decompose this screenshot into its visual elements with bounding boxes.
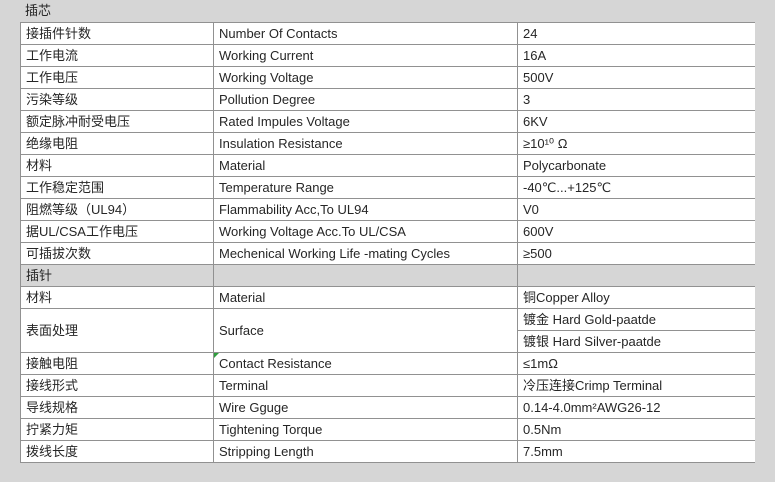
cell-label-en: Temperature Range (213, 176, 518, 199)
cell-label-cn: 污染等级 (20, 88, 214, 111)
cell-label-cn: 接线形式 (20, 374, 214, 397)
cell-label-cn: 材料 (20, 154, 214, 177)
table-row: 额定脉冲耐受电压 Rated Impules Voltage 6KV (20, 110, 755, 133)
cell-value: 7.5mm (517, 440, 755, 463)
cell-value: -40℃...+125℃ (517, 176, 755, 199)
table-row: 阻燃等级（UL94） Flammability Acc,To UL94 V0 (20, 198, 755, 221)
section-header-insert-core: 插芯 (0, 0, 775, 22)
table-row: 可插拔次数 Mechenical Working Life -mating Cy… (20, 242, 755, 265)
cell-label-cn: 拧紧力矩 (20, 418, 214, 441)
cell-value: 0.14-4.0mm²AWG26-12 (517, 396, 755, 419)
cell-label-cn: 拨线长度 (20, 440, 214, 463)
cell-value: V0 (517, 198, 755, 221)
table-row: 材料 Material 铜Copper Alloy (20, 286, 755, 309)
cell-value: Polycarbonate (517, 154, 755, 177)
table-row: 拨线长度 Stripping Length 7.5mm (20, 440, 755, 463)
section-title: 插芯 (25, 3, 52, 18)
cell-label-cn: 工作电流 (20, 44, 214, 67)
cell-label-en: Wire Gguge (213, 396, 518, 419)
table-row: 拧紧力矩 Tightening Torque 0.5Nm (20, 418, 755, 441)
table-row: 接插件针数 Number Of Contacts 24 (20, 22, 755, 45)
table-row: 镀银 Hard Silver-paatde (21, 330, 755, 353)
cell-label-cn: 材料 (20, 286, 214, 309)
table-row: 接触电阻 Contact Resistance ≤1mΩ (20, 352, 755, 375)
cell-label-en: Stripping Length (213, 440, 518, 463)
cell-label-cn: 绝缘电阻 (20, 132, 214, 155)
cell-label-en: Material (213, 286, 518, 309)
cell-label-en: Rated Impules Voltage (213, 110, 518, 133)
cell-label-cn: 接插件针数 (20, 22, 214, 45)
cell-label-cn: 接触电阻 (20, 352, 214, 375)
cell-value: 6KV (517, 110, 755, 133)
cell-value: 0.5Nm (517, 418, 755, 441)
table-row: 导线规格 Wire Gguge 0.14-4.0mm²AWG26-12 (20, 396, 755, 419)
cell-label-cn: 表面处理 (20, 308, 214, 353)
cell-label-cn: 工作电压 (20, 66, 214, 89)
cell-label-en: Flammability Acc,To UL94 (213, 198, 518, 221)
cell-label-en: Working Current (213, 44, 518, 67)
cell-value: ≥500 (517, 242, 755, 265)
section-header-empty-cell (213, 264, 518, 287)
cell-label-en: Surface (213, 308, 518, 353)
cell-value: 铜Copper Alloy (517, 286, 755, 309)
cell-value: 16A (517, 44, 755, 67)
table-row: 表面处理 Surface 镀金 Hard Gold-paatde (20, 308, 755, 353)
cell-comment-marker-icon (214, 353, 219, 358)
cell-label-en: Terminal (213, 374, 518, 397)
section-header-empty-cell (517, 264, 755, 287)
cell-label-cn: 工作稳定范围 (20, 176, 214, 199)
cell-value: ≤1mΩ (517, 352, 755, 375)
table-row: 污染等级 Pollution Degree 3 (20, 88, 755, 111)
cell-value: 镀金 Hard Gold-paatde (517, 308, 755, 331)
cell-value: 冷压连接Crimp Terminal (517, 374, 755, 397)
table-row: 工作稳定范围 Temperature Range -40℃...+125℃ (20, 176, 755, 199)
spec-table: 接插件针数 Number Of Contacts 24 工作电流 Working… (20, 22, 755, 463)
table-row: 据UL/CSA工作电压 Working Voltage Acc.To UL/CS… (20, 220, 755, 243)
cell-label-en: Insulation Resistance (213, 132, 518, 155)
table-row: 绝缘电阻 Insulation Resistance ≥10¹⁰ Ω (20, 132, 755, 155)
cell-label-en: Material (213, 154, 518, 177)
table-row: 工作电流 Working Current 16A (20, 44, 755, 67)
cell-label-cn: 阻燃等级（UL94） (20, 198, 214, 221)
cell-value: 24 (517, 22, 755, 45)
cell-label-cn: 据UL/CSA工作电压 (20, 220, 214, 243)
section-header-pin: 插针 (20, 264, 755, 287)
cell-label-en: Tightening Torque (213, 418, 518, 441)
cell-value: ≥10¹⁰ Ω (517, 132, 755, 155)
cell-label-en: Working Voltage Acc.To UL/CSA (213, 220, 518, 243)
table-row: 材料 Material Polycarbonate (20, 154, 755, 177)
cell-label-cn: 可插拔次数 (20, 242, 214, 265)
table-row: 工作电压 Working Voltage 500V (20, 66, 755, 89)
cell-label-en: Contact Resistance (213, 352, 518, 375)
section-title: 插针 (20, 264, 214, 287)
cell-label-en: Mechenical Working Life -mating Cycles (213, 242, 518, 265)
cell-value: 500V (517, 66, 755, 89)
cell-label-en: Number Of Contacts (213, 22, 518, 45)
table-row: 接线形式 Terminal 冷压连接Crimp Terminal (20, 374, 755, 397)
cell-label-cn: 导线规格 (20, 396, 214, 419)
cell-label-en-text: Contact Resistance (219, 356, 332, 371)
cell-label-en: Working Voltage (213, 66, 518, 89)
cell-value: 3 (517, 88, 755, 111)
cell-label-en: Pollution Degree (213, 88, 518, 111)
cell-value: 600V (517, 220, 755, 243)
cell-value: 镀银 Hard Silver-paatde (517, 330, 755, 353)
cell-label-cn: 额定脉冲耐受电压 (20, 110, 214, 133)
